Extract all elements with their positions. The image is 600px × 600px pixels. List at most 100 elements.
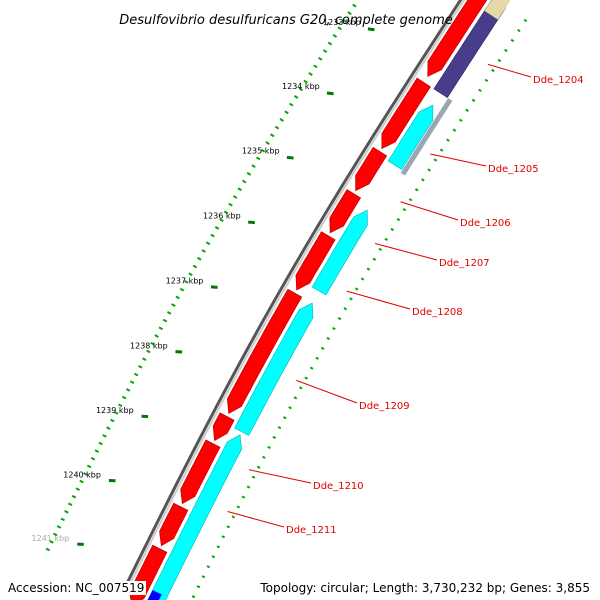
forward-gene (329, 189, 362, 234)
minor-tick (510, 38, 515, 43)
minor-tick (390, 227, 395, 232)
forward-gene (355, 146, 388, 192)
minor-tick (277, 425, 282, 430)
minor-tick (343, 307, 348, 311)
minor-tick (83, 472, 88, 476)
gene-label-layer: Dde_1204 Dde_1205 Dde_1206 Dde_1207 Dde_1208… (227, 63, 584, 536)
minor-tick (282, 416, 287, 420)
minor-tick (332, 33, 338, 38)
minor-tick (408, 198, 413, 202)
minor-tick (175, 295, 180, 300)
minor-tick (402, 208, 407, 212)
minor-tick (237, 187, 242, 192)
minor-tick (251, 475, 256, 479)
minor-tick (360, 277, 365, 281)
gene-leader-line (374, 242, 438, 261)
major-tick (248, 220, 255, 225)
minor-tick (315, 356, 319, 360)
major-tick (367, 27, 375, 32)
minor-tick (523, 18, 528, 23)
tick-label: 1233 kbp (323, 18, 361, 27)
minor-tick (332, 326, 336, 331)
minor-tick (242, 179, 247, 184)
gene-label: Dde_1211 (286, 525, 337, 536)
minor-tick (79, 479, 84, 484)
minor-tick (241, 495, 246, 499)
minor-tick (205, 241, 211, 246)
minor-tick (86, 464, 92, 469)
minor-tick (223, 210, 229, 215)
topology-text: Topology: circular; Length: 3,730,232 bp… (258, 581, 592, 595)
minor-tick (260, 148, 266, 153)
minor-tick (274, 125, 280, 130)
minor-tick (327, 41, 333, 46)
gene-label: Dde_1208 (412, 307, 463, 318)
minor-tick (211, 555, 216, 559)
gene-label: Dde_1210 (313, 481, 364, 492)
minor-tick (221, 535, 226, 539)
minor-tick (56, 525, 62, 529)
minor-tick (337, 26, 342, 31)
minor-tick (75, 487, 80, 491)
minor-tick (303, 79, 308, 84)
minor-tick (293, 396, 298, 400)
tick-label: 1236 kbp (203, 212, 241, 221)
gene-label: Dde_1205 (488, 164, 539, 175)
minor-tick (267, 445, 271, 449)
minor-tick (210, 233, 215, 238)
minor-tick (192, 264, 198, 269)
minor-tick (179, 287, 185, 292)
forward-gene (295, 231, 336, 291)
minor-tick (293, 95, 299, 99)
minor-tick (129, 380, 135, 385)
gene-leader-line (487, 63, 532, 78)
reverse-gene (387, 104, 434, 170)
minor-tick (320, 346, 325, 350)
forward-gene (381, 77, 431, 150)
minor-tick (384, 237, 389, 242)
minor-tick (171, 303, 176, 307)
minor-tick (191, 595, 196, 599)
minor-tick (232, 195, 238, 199)
minor-tick (137, 365, 143, 369)
minor-tick (188, 272, 193, 277)
gene-layer (129, 0, 511, 600)
tick-label: 1240 kbp (63, 470, 101, 479)
accession-text: Accession: NC_007519 (6, 581, 147, 595)
minor-tick (246, 485, 251, 489)
minor-tick (284, 110, 289, 115)
minor-tick (446, 138, 450, 142)
minor-tick (471, 98, 476, 102)
gene-label: Dde_1206 (460, 218, 511, 229)
minor-tick (414, 188, 419, 192)
minor-tick (349, 297, 353, 301)
minor-tick (279, 118, 284, 122)
minor-tick (166, 311, 172, 315)
minor-tick (71, 494, 77, 499)
forward-gene (212, 412, 235, 442)
minor-tick (465, 108, 469, 112)
minor-tick (262, 455, 266, 459)
minor-tick (184, 280, 189, 284)
minor-tick (121, 395, 127, 400)
tick-label: 1237 kbp (166, 277, 204, 286)
other-feature (484, 0, 511, 20)
minor-tick (196, 585, 201, 589)
minor-tick (110, 418, 115, 423)
minor-tick (216, 545, 221, 549)
reverse-gene (311, 209, 368, 296)
minor-tick (53, 532, 58, 537)
minor-tick (318, 56, 323, 61)
minor-tick (378, 247, 383, 251)
backbone-line (123, 0, 463, 589)
tick-label: 1241 kbp (32, 534, 70, 543)
minor-tick (206, 565, 211, 569)
minor-tick (226, 525, 231, 529)
minor-tick (439, 148, 444, 152)
minor-tick (352, 3, 357, 8)
minor-tick (504, 48, 508, 53)
minor-tick (49, 540, 54, 544)
major-tick (286, 155, 294, 160)
other-feature (400, 98, 453, 176)
